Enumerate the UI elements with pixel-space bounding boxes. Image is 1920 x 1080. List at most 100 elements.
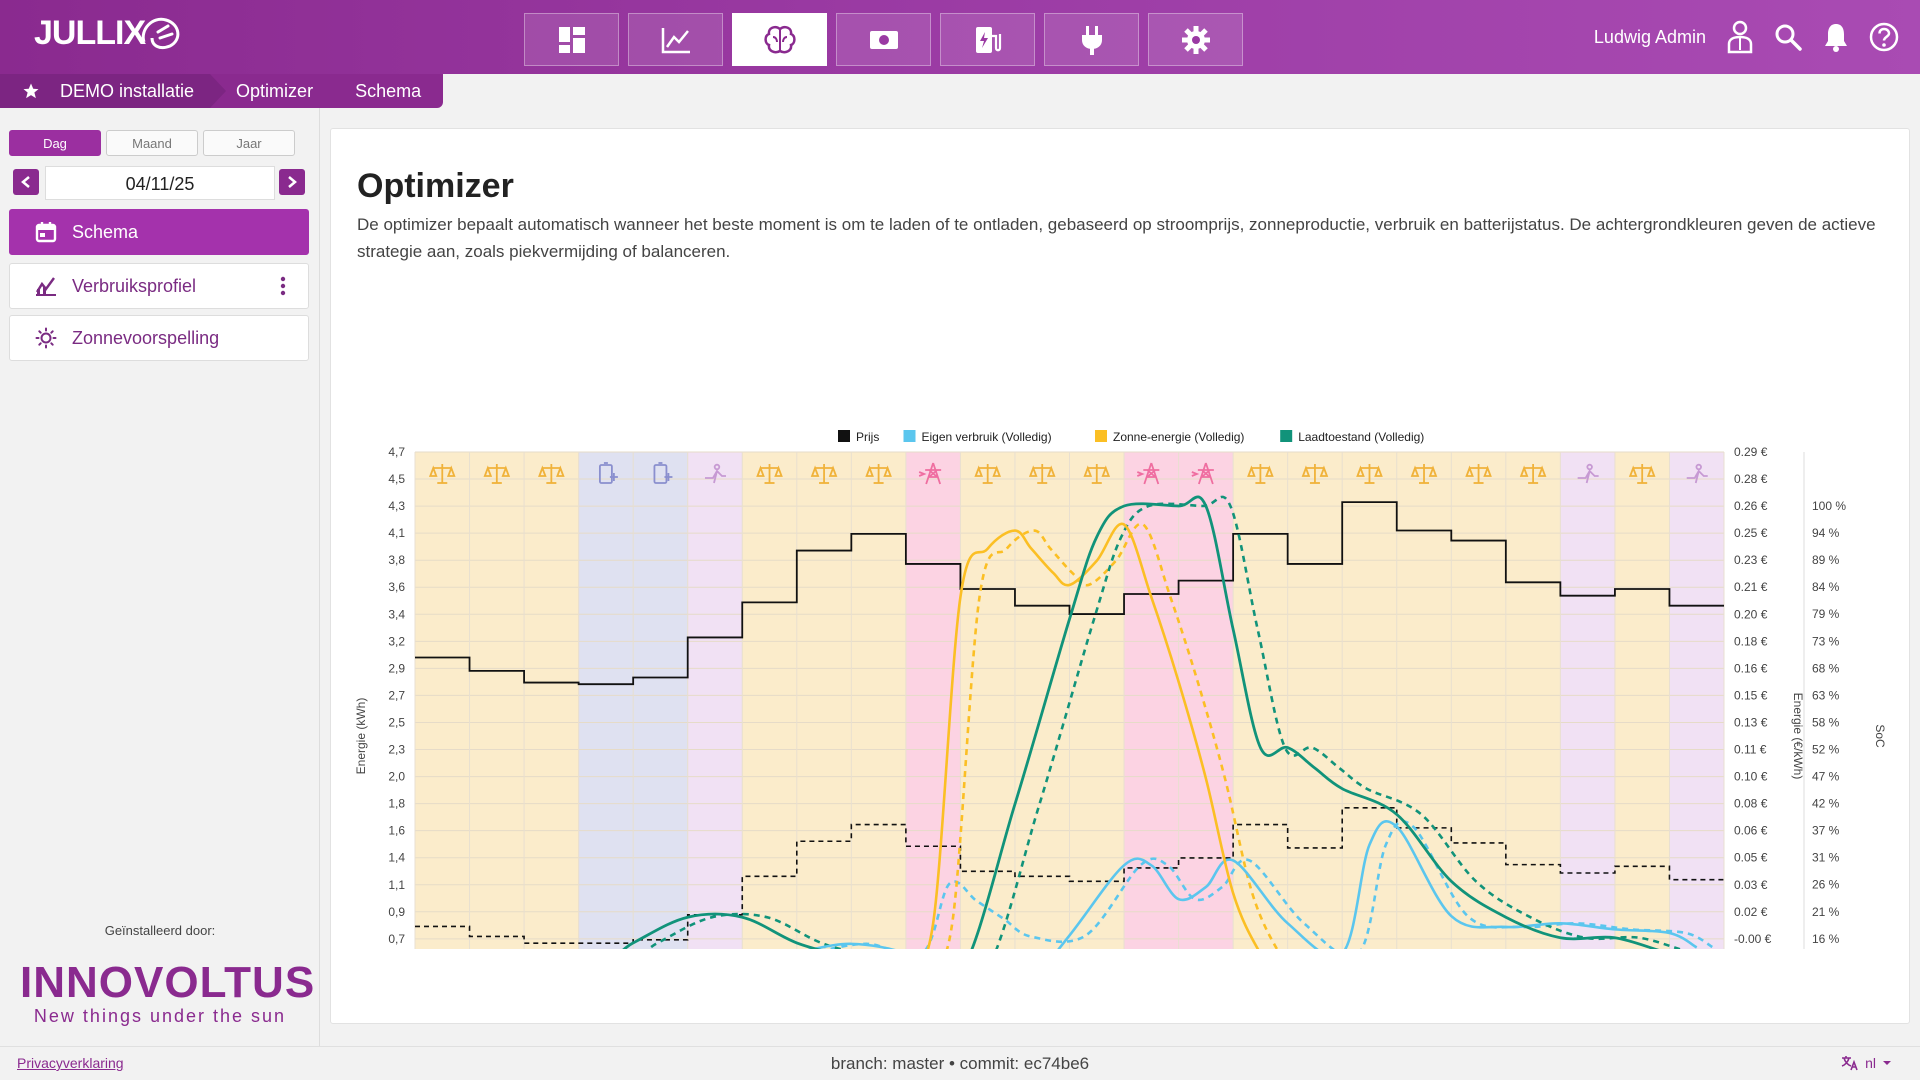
y-tick-energy: 2,9 <box>388 661 405 675</box>
y-tick-price: 0.20 € <box>1734 607 1768 621</box>
y-tick-energy: 3,8 <box>388 553 405 567</box>
y-tick-energy: 1,6 <box>388 824 405 838</box>
nav-charging-button[interactable] <box>940 13 1035 66</box>
more-options-icon[interactable] <box>280 276 286 301</box>
y-tick-energy: 4,3 <box>388 499 405 513</box>
bell-icon[interactable] <box>1814 15 1858 59</box>
y-tick-price: 0.06 € <box>1734 824 1768 838</box>
nav-chart-button[interactable] <box>628 13 723 66</box>
y-tick-energy: 2,7 <box>388 688 405 702</box>
tab-day[interactable]: Dag <box>9 130 101 156</box>
caret-down-icon <box>1883 1061 1891 1065</box>
scale-icon <box>810 464 838 484</box>
strategy-band-balance <box>469 452 525 949</box>
nav-dashboard-button[interactable] <box>524 13 619 66</box>
y-tick-soc: 73 % <box>1812 634 1840 648</box>
logo-plug-icon <box>141 17 180 50</box>
strategy-band-balance <box>415 452 470 949</box>
search-icon[interactable] <box>1766 15 1810 59</box>
nav-plug-button[interactable] <box>1044 13 1139 66</box>
tab-month[interactable]: Maand <box>106 130 198 156</box>
strategy-band-balance <box>1342 452 1397 949</box>
optimizer-chart: 00,20,50,70,91,11,41,61,82,02,32,52,72,9… <box>354 430 1887 949</box>
menu-item-zonnevoorspelling[interactable]: Zonnevoorspelling <box>9 315 309 361</box>
breadcrumb-label: DEMO installatie <box>60 80 195 101</box>
user-avatar-icon[interactable] <box>1718 15 1762 59</box>
breadcrumb-installation[interactable]: DEMO installatie <box>0 74 227 108</box>
y-tick-energy: 4,1 <box>388 526 405 540</box>
brand-name: JULLIX <box>34 14 146 52</box>
calendar-icon <box>32 218 60 246</box>
y-tick-soc: 79 % <box>1812 607 1840 621</box>
scale-icon <box>538 464 565 484</box>
previous-day-button[interactable] <box>13 169 39 195</box>
strategy-band-idle <box>1669 452 1724 949</box>
battery-charge-icon <box>653 462 673 484</box>
scale-icon <box>1519 464 1547 484</box>
y-tick-soc: 47 % <box>1812 770 1840 784</box>
breadcrumb-label: Optimizer <box>236 80 314 101</box>
y-axis-title-soc: SoC <box>1873 724 1887 748</box>
y-tick-price: 0.26 € <box>1734 499 1768 513</box>
brain-icon <box>763 25 796 53</box>
nav-settings-button[interactable] <box>1148 13 1243 66</box>
menu-item-label: Zonnevoorspelling <box>72 327 220 348</box>
y-tick-soc: 52 % <box>1812 742 1840 756</box>
menu-item-label: Schema <box>72 221 139 242</box>
installer-logo[interactable]: INNOVOLTUS <box>20 958 316 1007</box>
nav-optimizer-button[interactable] <box>732 13 827 66</box>
next-day-button[interactable] <box>279 169 305 195</box>
chevron-left-icon <box>21 176 30 188</box>
jullix-logo[interactable]: JULLIX <box>34 14 180 53</box>
y-tick-soc: 89 % <box>1812 553 1840 567</box>
strategy-band-balance <box>960 452 1015 949</box>
tab-year[interactable]: Jaar <box>203 130 295 156</box>
usage-profile-icon <box>32 272 60 300</box>
strategy-band-balance <box>1396 452 1452 949</box>
strategy-band-balance <box>796 452 852 949</box>
strategy-bands <box>415 452 1724 949</box>
y-tick-price: 0.08 € <box>1734 797 1768 811</box>
strategy-band-charge <box>633 452 688 949</box>
nav-finance-button[interactable] <box>836 13 931 66</box>
peak-pylon-icon <box>918 462 942 485</box>
chart-legend: Prijs Eigen verbruik (Volledig) Zonne-ener… <box>838 430 1424 444</box>
help-icon[interactable] <box>1862 15 1906 59</box>
strategy-band-balance <box>1233 452 1288 949</box>
top-bar: JULLIX Ludwig Admin <box>0 0 1920 74</box>
breadcrumb-optimizer[interactable]: Optimizer <box>210 74 346 108</box>
price-forecast-line <box>415 807 1724 944</box>
dashboard-icon <box>558 26 585 53</box>
privacy-link[interactable]: Privacyverklaring <box>17 1055 124 1071</box>
idle-icon <box>1577 463 1599 484</box>
language-selector[interactable]: nl <box>1841 1055 1892 1071</box>
scale-icon <box>974 464 1001 484</box>
y-tick-soc: 100 % <box>1812 499 1846 513</box>
translate-icon <box>1841 1056 1858 1071</box>
scale-icon <box>428 464 456 484</box>
charging-station-icon <box>975 26 1001 53</box>
plug-icon <box>1081 25 1102 55</box>
chart-axes: 00,20,50,70,91,11,41,61,82,02,32,52,72,9… <box>354 445 1887 949</box>
y-tick-price: 0.29 € <box>1734 445 1768 459</box>
y-tick-soc: 42 % <box>1812 797 1840 811</box>
y-tick-price: 0.02 € <box>1734 905 1768 919</box>
menu-item-schema[interactable]: Schema <box>9 209 309 255</box>
y-tick-price: 0.10 € <box>1734 770 1768 784</box>
strategy-band-charge <box>578 452 634 949</box>
strategy-band-balance <box>1505 452 1561 949</box>
page-title: Optimizer <box>357 167 514 205</box>
user-name[interactable]: Ludwig Admin <box>1593 26 1706 47</box>
page-description: De optimizer bepaalt automatisch wanneer… <box>357 215 1876 261</box>
menu-item-verbruiksprofiel[interactable]: Verbruiksprofiel <box>9 263 309 309</box>
legend-swatch <box>838 430 850 442</box>
breadcrumb-separator <box>329 74 346 108</box>
strategy-band-balance <box>742 452 797 949</box>
y-tick-energy: 3,2 <box>388 634 405 648</box>
strategy-band-balance <box>1614 452 1670 949</box>
y-tick-energy: 1,4 <box>388 851 405 865</box>
y-tick-soc: 21 % <box>1812 905 1840 919</box>
content-card: Optimizer De optimizer bepaalt automatis… <box>330 128 1910 1024</box>
date-field[interactable]: 04/11/25 <box>45 166 275 200</box>
y-tick-soc: 94 % <box>1812 526 1840 540</box>
